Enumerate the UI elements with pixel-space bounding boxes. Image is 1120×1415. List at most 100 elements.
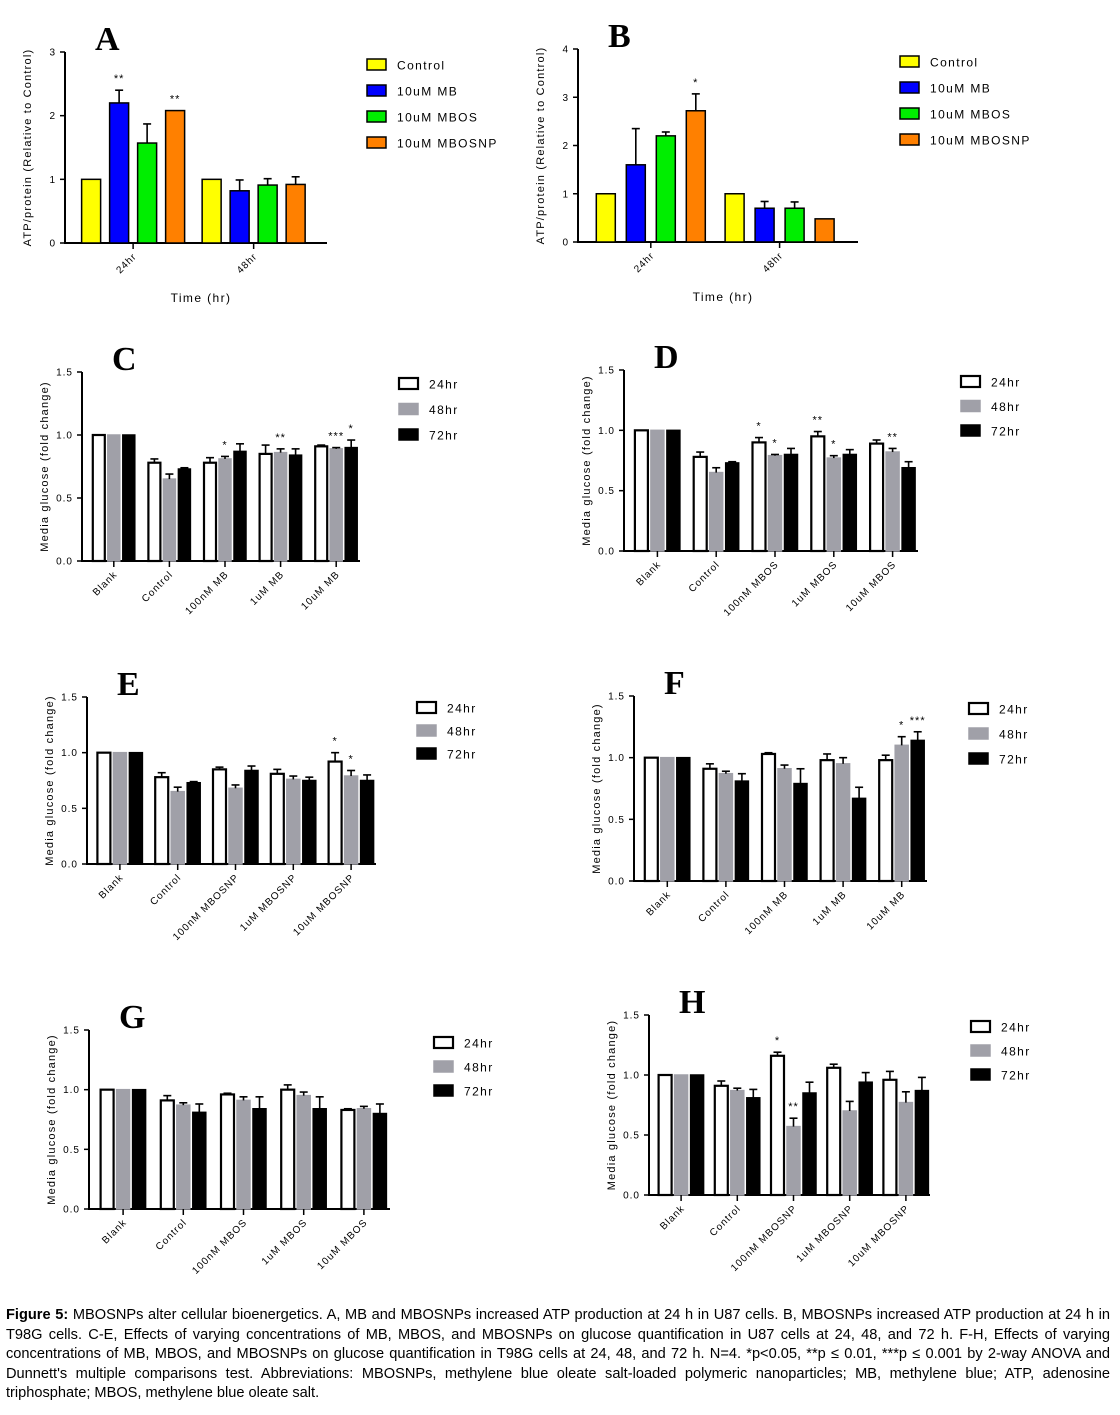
bar-c-0-1 [147, 461, 162, 563]
y-tick-label: 1.5 [623, 1011, 640, 1022]
legend-swatch [398, 428, 419, 441]
panel-g: G 0.0 0.5 1.0 1.5 Media glucose (fold change)… [46, 999, 494, 1277]
bar-g-0-1 [159, 1099, 175, 1211]
bar-b-3-1 [814, 218, 835, 243]
bar-f-1-2 [777, 768, 792, 882]
bar-g-0-4 [340, 1108, 356, 1211]
legend-swatch [970, 1068, 991, 1081]
x-tick-label: Control [154, 1217, 190, 1253]
panel-a: A 0 1 2 3 ATP/protein (Relative to Control) **… [22, 21, 496, 305]
x-tick-label: Blank [635, 559, 664, 588]
bar-c-0-2 [202, 461, 218, 563]
bar-e-1-2 [228, 787, 243, 865]
y-tick-label: 0.0 [623, 1191, 640, 1202]
legend-swatch [968, 727, 989, 740]
bar-f-1-4 [894, 744, 909, 882]
x-tick-label: 100nM MB [743, 889, 791, 937]
caption-label: Figure 5: [6, 1307, 69, 1323]
panel-e: E 0.0 0.5 1.0 1.5 Media glucose (fold change)… [44, 666, 477, 943]
y-tick-label: 3 [562, 93, 569, 104]
legend-swatch [968, 752, 989, 765]
legend-swatch [416, 747, 437, 760]
legend-label: 72hr [1001, 1069, 1031, 1083]
bar-h-0-2 [769, 1054, 786, 1197]
legend-swatch [432, 1035, 455, 1050]
y-tick-label: 0.0 [598, 547, 615, 558]
legend-label: 24hr [464, 1037, 494, 1051]
legend-swatch [899, 107, 920, 120]
bar-e-1-3 [286, 778, 301, 865]
bar-g-2-3 [312, 1108, 327, 1210]
bar-c-1-2 [218, 458, 232, 562]
legend-swatch [899, 55, 920, 68]
bar-f-2-0 [676, 756, 691, 882]
bar-h-2-1 [746, 1097, 761, 1196]
x-tick-label: Control [708, 1203, 744, 1239]
x-tick-label: Blank [91, 569, 120, 598]
y-tick-label: 0 [49, 239, 56, 250]
bar-g-0-0 [99, 1088, 115, 1211]
bar-d-0-3 [810, 435, 826, 553]
legend-swatch [415, 700, 438, 715]
bar-b-2-1 [784, 207, 805, 243]
x-axis-label: Time (hr) [693, 290, 754, 304]
bar-e-0-3 [269, 772, 285, 866]
bar-g-1-3 [296, 1094, 311, 1210]
panel-letter: E [117, 666, 140, 703]
legend-label: 48hr [991, 400, 1021, 414]
bar-f-0-1 [702, 767, 718, 883]
x-tick-label: 100nM MBOS [190, 1217, 249, 1276]
legend-label: 48hr [429, 403, 459, 417]
x-tick-label: 24hr [114, 251, 139, 276]
bar-d-0-0 [633, 429, 650, 553]
legend-label: 10uM MB [397, 85, 458, 99]
bar-h-2-3 [858, 1081, 873, 1196]
legend-swatch [366, 110, 387, 123]
y-tick-label: 1.5 [598, 366, 615, 377]
bar-d-2-0 [666, 429, 681, 552]
legend-label: 48hr [999, 728, 1029, 742]
y-axis-label: Media glucose (fold change) [46, 1034, 58, 1205]
x-tick-label: 10uM MB [299, 569, 342, 612]
panel-letter: A [95, 21, 120, 58]
y-tick-label: 0.0 [608, 877, 625, 888]
y-tick-label: 3 [49, 48, 56, 59]
legend-swatch [433, 1084, 454, 1097]
legend-swatch [366, 136, 387, 149]
x-tick-label: 10uM MBOS [844, 559, 899, 614]
legend-label: 24hr [991, 376, 1021, 390]
significance-marker: ** [813, 415, 824, 427]
bar-h-2-4 [914, 1089, 930, 1196]
legend-swatch [960, 424, 981, 437]
panel-letter: D [654, 339, 679, 376]
bar-e-1-0 [112, 751, 128, 865]
legend-label: 24hr [999, 703, 1029, 717]
bar-e-2-4 [359, 779, 375, 865]
bar-f-1-1 [718, 772, 734, 882]
bar-h-1-0 [673, 1074, 689, 1196]
bar-b-0-0 [595, 193, 617, 243]
legend-label: 48hr [447, 725, 477, 739]
x-tick-label: 1uM MB [811, 889, 849, 927]
legend-label: 72hr [999, 753, 1029, 767]
legend-label: 72hr [464, 1085, 494, 1099]
panel-d: D 0.0 0.5 1.0 1.5 Media glucose (fold change)… [581, 339, 1021, 619]
bar-c-2-0 [122, 434, 136, 562]
y-tick-label: 1.5 [56, 368, 73, 379]
bar-d-1-2 [767, 454, 783, 552]
legend-label: 10uM MBOS [397, 111, 478, 125]
x-axis-label: Time (hr) [171, 291, 232, 305]
y-axis-label: Media glucose (fold change) [591, 703, 603, 874]
bar-a-2-1 [257, 184, 278, 244]
bar-a-1-0 [108, 102, 130, 244]
legend-swatch [969, 1019, 992, 1034]
bar-g-1-4 [356, 1108, 372, 1210]
figure-caption: Figure 5: MBOSNPs alter cellular bioener… [6, 1306, 1110, 1404]
x-tick-label: Control [148, 872, 184, 908]
panel-letter: B [608, 18, 631, 55]
legend-swatch [899, 133, 920, 146]
legend-label: 48hr [1001, 1045, 1031, 1059]
bar-c-1-3 [273, 451, 288, 562]
bar-f-0-3 [819, 759, 835, 883]
bar-e-0-0 [96, 751, 112, 866]
